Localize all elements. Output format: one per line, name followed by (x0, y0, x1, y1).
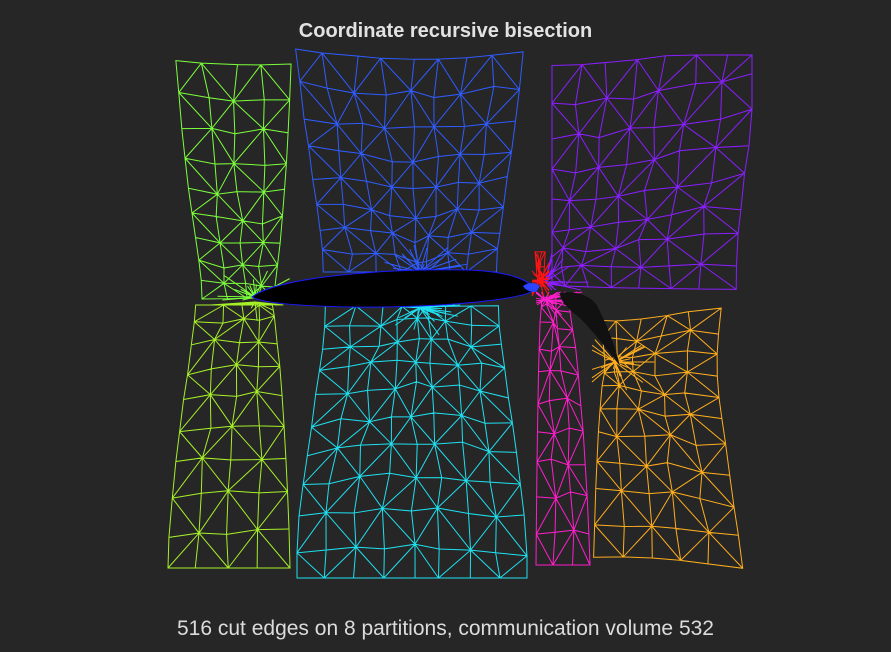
mesh-edges-upper-right (551, 54, 753, 290)
mesh-edges-upper-left (175, 60, 292, 300)
plot-title: Coordinate recursive bisection (298, 20, 593, 42)
slat-element (523, 283, 540, 292)
refinement-fan-flap-region (531, 253, 550, 297)
mesh-edges-lower-center (296, 305, 528, 579)
partition-upper-left (175, 60, 293, 301)
refinement-fan-lower-center (377, 304, 461, 336)
airfoil-layer (251, 269, 620, 366)
partition-slat-wake (535, 291, 591, 566)
refinement-fan-upper-right (544, 252, 589, 291)
refinement-fan-lower-right (591, 339, 655, 391)
partition-lower-center (296, 304, 528, 579)
mesh-edges-slat-wake (535, 295, 591, 566)
refinement-fan-lower-left (210, 301, 284, 321)
partition-lower-right (591, 307, 744, 569)
partition-layer (167, 48, 753, 579)
mesh-edges-lower-left (167, 304, 291, 569)
partition-flap-region (531, 251, 550, 297)
plot-caption: 516 cut edges on 8 partitions, communica… (177, 617, 714, 640)
partition-lower-left (167, 301, 291, 569)
partition-upper-right (544, 54, 753, 291)
main-airfoil-element (251, 269, 536, 308)
mesh-edges-upper-center (295, 48, 524, 273)
mesh-edges-lower-right (593, 307, 744, 569)
partition-upper-center (295, 48, 524, 273)
flap-element (560, 292, 620, 366)
